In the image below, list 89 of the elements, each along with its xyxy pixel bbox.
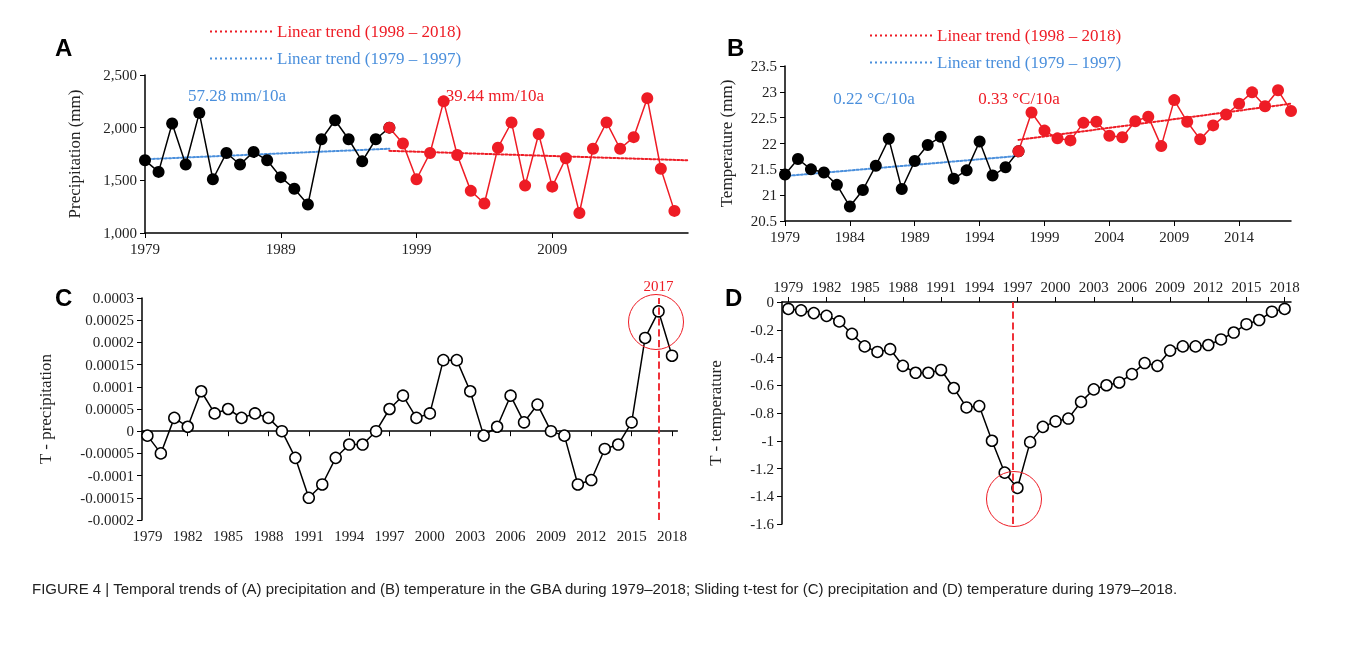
x-tick-label: 2018 [1269, 278, 1300, 295]
y-tick-label: -0.4 [750, 349, 775, 366]
x-tick-label: 2003 [1078, 278, 1109, 295]
y-tick-label: 0 [126, 423, 134, 440]
x-tick-label: 2000 [1040, 278, 1071, 295]
y-tick-label: 1,000 [103, 225, 137, 241]
legend-label: Linear trend (1998 – 2018) [937, 26, 1122, 45]
x-tick-label: 1979 [770, 228, 800, 245]
x-tick-label: 1979 [130, 240, 160, 257]
y-tick-label: 0.00015 [85, 356, 134, 373]
y-tick-label: -0.2 [750, 321, 774, 338]
chart-title: B [727, 33, 745, 61]
y-tick-label: 20.5 [750, 213, 777, 229]
y-tick-label: -0.0002 [87, 512, 134, 528]
y-tick-label: 2,000 [103, 119, 137, 136]
x-tick-label: 1982 [172, 527, 203, 544]
y-tick-label: 23.5 [750, 58, 777, 74]
ref-line-label: 2017 [643, 277, 675, 294]
x-tick-label: 1982 [811, 278, 842, 295]
y-tick-label: 1,500 [103, 172, 137, 189]
x-tick-label: 2012 [1193, 278, 1224, 295]
y-tick-label: 0.0001 [92, 378, 134, 395]
x-tick-label: 1988 [253, 527, 284, 544]
y-tick-label: -1.2 [750, 460, 774, 477]
y-tick-label: -1 [761, 432, 774, 449]
y-tick-label: -0.6 [750, 377, 775, 394]
x-tick-label: 2006 [495, 527, 527, 544]
y-tick-label: 22.5 [750, 109, 777, 126]
x-tick-label: 1984 [834, 228, 866, 245]
x-tick-label: 1988 [887, 278, 918, 295]
x-tick-label: 2015 [616, 527, 647, 544]
x-tick-label: 2014 [1224, 228, 1255, 245]
y-tick-label: 0.0002 [92, 334, 134, 351]
y-tick-label: 21.5 [750, 161, 777, 178]
y-tick-label: 0.0003 [92, 290, 134, 306]
y-axis-title: T - precipitation [36, 353, 55, 465]
y-tick-label: 0.00005 [85, 401, 134, 417]
x-tick-label: 1994 [964, 228, 996, 245]
x-tick-label: 2012 [576, 527, 607, 544]
x-tick-label: 1997 [374, 527, 406, 544]
y-tick-label: 0 [766, 294, 774, 310]
x-tick-label: 1985 [849, 278, 880, 295]
x-tick-label: 2009 [537, 240, 568, 257]
legend-label: Linear trend (1998 – 2018) [277, 22, 462, 41]
caption: FIGURE 4 | Temporal trends of (A) precipitation and (B) temperature in the GBA during 1979–2018; Sliding t-test for (C) precipitation and (D) temperature during 1979–2018. [32, 579, 1179, 599]
x-tick-label: 1999 [401, 240, 432, 257]
x-tick-label: 2006 [1116, 278, 1148, 295]
x-tick-label: 2009 [1159, 228, 1190, 245]
x-tick-label: 1979 [773, 278, 804, 295]
x-tick-label: 2009 [1155, 278, 1186, 295]
annotation: -39.44 mm/10a [440, 85, 545, 105]
chart-title: A [55, 33, 73, 61]
x-tick-label: 1989 [265, 240, 296, 257]
chart-title: C [55, 283, 73, 311]
y-tick-label: 22 [762, 135, 777, 152]
x-tick-label: 1991 [926, 278, 957, 295]
x-tick-label: 2000 [414, 527, 445, 544]
x-tick-label: 1985 [213, 527, 244, 544]
y-tick-label: 2,500 [103, 67, 137, 83]
x-tick-label: 2004 [1094, 228, 1125, 245]
y-tick-label: 23 [762, 83, 777, 100]
chart-title: D [725, 283, 743, 311]
y-axis-title: Precipitation (mm) [65, 89, 84, 219]
y-tick-label: 0.00025 [85, 312, 134, 329]
x-tick-label: 1991 [293, 527, 324, 544]
y-axis-title: T - temperature [706, 360, 725, 466]
y-tick-label: -0.8 [750, 405, 774, 421]
y-tick-label: 21 [762, 187, 777, 204]
x-tick-label: 2018 [657, 527, 687, 544]
x-tick-label: 2003 [455, 527, 486, 544]
x-tick-label: 1989 [899, 228, 930, 245]
x-tick-label: 1994 [334, 527, 365, 544]
annotation: 0.22 °C/10a [833, 88, 916, 108]
y-tick-label: -1.6 [750, 516, 775, 532]
x-tick-label: 1979 [132, 527, 163, 544]
y-tick-label: -0.0001 [87, 467, 134, 484]
x-tick-label: 1997 [1002, 278, 1033, 295]
x-tick-label: 1994 [964, 278, 995, 295]
y-axis-title: Temperature (mm) [717, 79, 736, 208]
x-tick-label: 2015 [1231, 278, 1262, 295]
x-tick-label: 1999 [1029, 228, 1060, 245]
y-tick-label: -0.00005 [80, 445, 134, 462]
y-tick-label: -1.4 [750, 488, 775, 505]
annotation: 0.33 °C/10a [978, 88, 1061, 108]
x-tick-label: 2009 [535, 527, 566, 544]
annotation: 57.28 mm/10a [187, 85, 287, 105]
legend-label: Linear trend (1979 – 1997) [277, 49, 462, 68]
legend-label: Linear trend (1979 – 1997) [937, 53, 1122, 72]
y-tick-label: -0.00015 [80, 489, 134, 506]
